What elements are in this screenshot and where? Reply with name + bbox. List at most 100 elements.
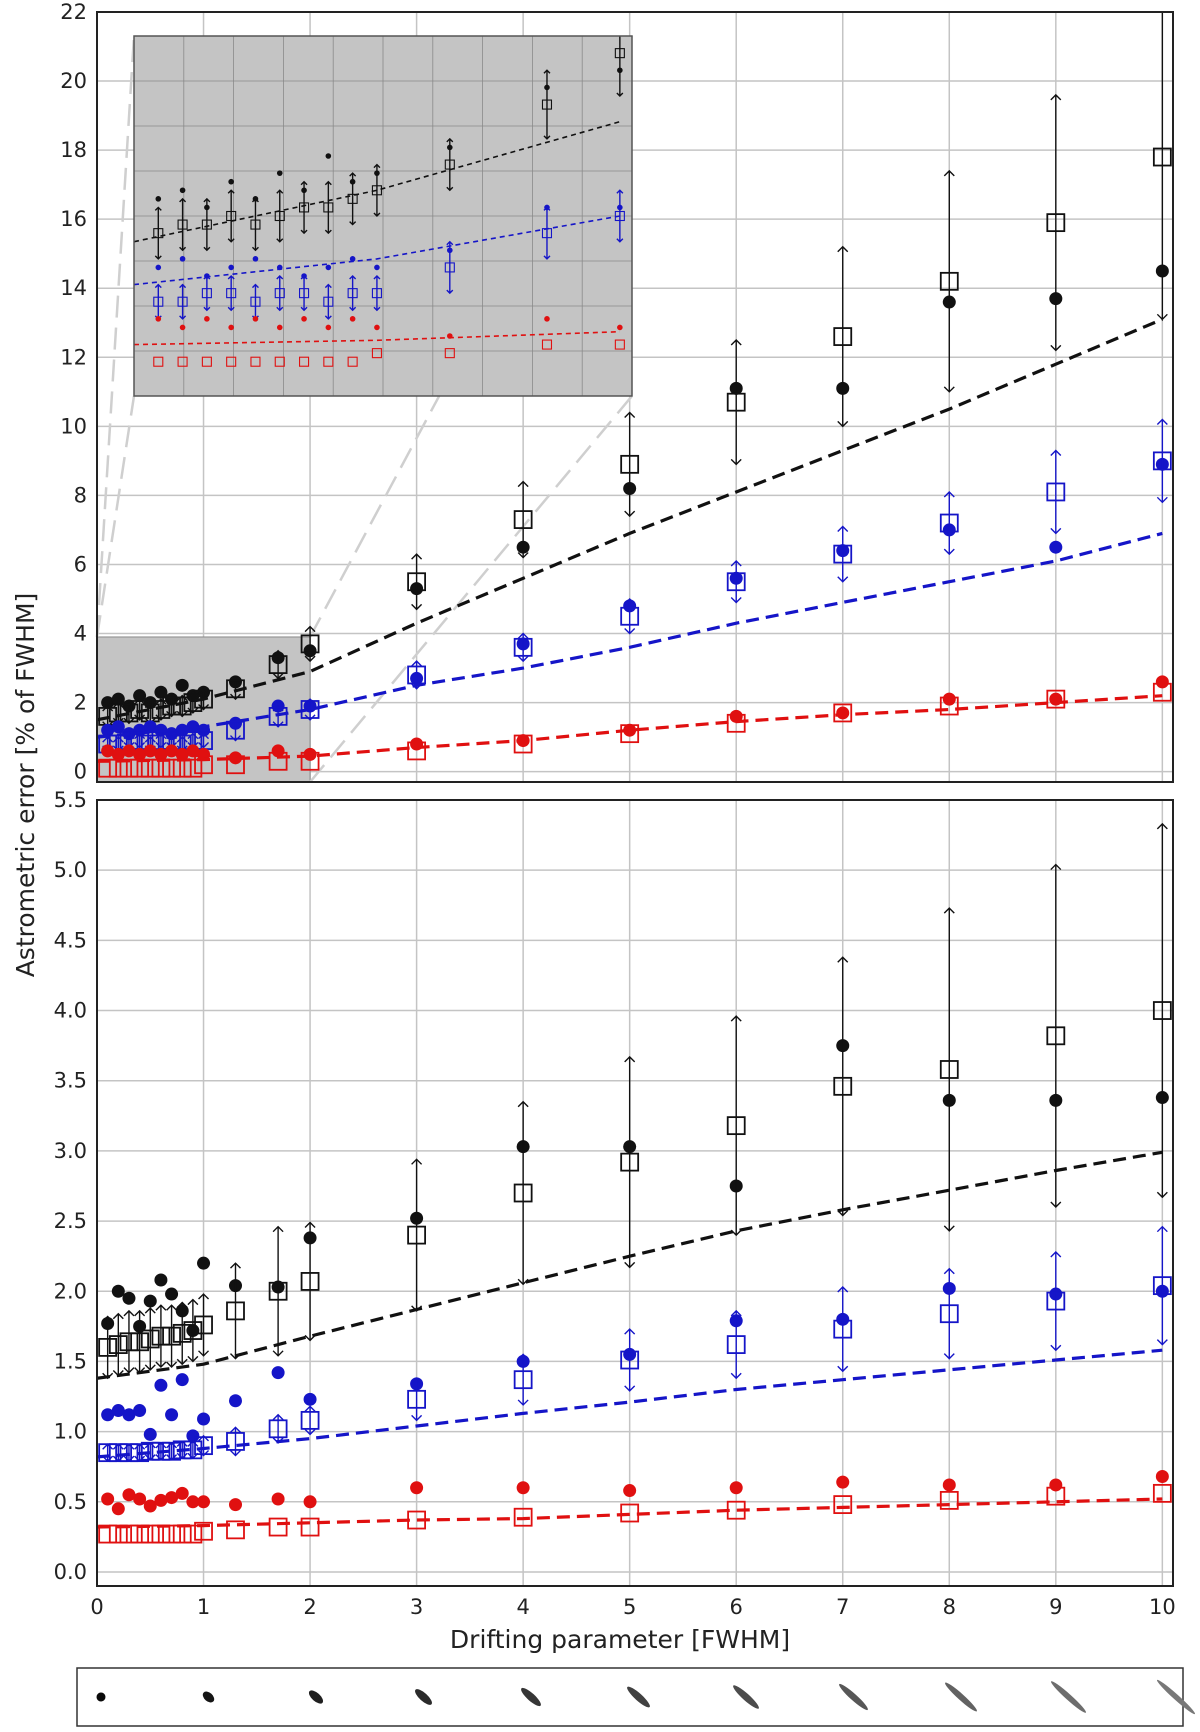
black-error-arrow-up xyxy=(198,1293,210,1300)
black-error-arrow-up xyxy=(446,137,454,143)
blue-error-arrow-up xyxy=(304,698,316,705)
red-filled-circle-point xyxy=(303,747,317,761)
black-error-arrow-down xyxy=(1050,1201,1062,1209)
red-open-square-point xyxy=(226,755,245,775)
blue-filled-circle-point xyxy=(101,1408,115,1422)
black-error-arrow-up xyxy=(154,206,162,211)
x-tick-label: 3 xyxy=(410,1595,423,1619)
black-error-arrow-up xyxy=(176,694,188,702)
blue-error-arrow-up xyxy=(730,1309,742,1317)
blue-filled-circle-point xyxy=(349,256,356,262)
red-filled-circle-point xyxy=(271,744,285,758)
red-open-square-point xyxy=(371,348,382,359)
blue-open-square-point xyxy=(172,1440,192,1460)
top-frame xyxy=(96,11,1174,783)
psf-elongation-icon xyxy=(839,1683,868,1711)
red-open-square-point xyxy=(1046,1486,1066,1506)
black-open-square-point xyxy=(620,1152,640,1172)
black-error-arrow-down xyxy=(203,246,211,252)
red-open-square-point xyxy=(298,356,310,367)
blue-filled-circle-point xyxy=(325,264,332,271)
red-filled-circle-point xyxy=(143,1499,157,1513)
blue-filled-circle-point xyxy=(228,264,234,271)
blue-filled-circle-point xyxy=(186,720,200,734)
blue-error-arrow-up xyxy=(304,1405,316,1412)
blue-open-square-point xyxy=(268,706,288,726)
blue-filled-circle-point xyxy=(133,1404,147,1418)
blue-error-arrow-down xyxy=(543,255,551,260)
x-tick-label: 8 xyxy=(943,1595,956,1619)
red-filled-circle-point xyxy=(175,747,189,761)
black-error-arrow-down xyxy=(187,1355,199,1363)
blue-error-arrow-down xyxy=(304,1428,316,1436)
blue-error-arrow-up xyxy=(176,736,188,743)
blue-error-arrow-up xyxy=(300,275,308,280)
blue-error-arrow-up xyxy=(112,736,124,743)
psf-shape-strip xyxy=(76,1667,1196,1727)
red-filled-circle-point xyxy=(623,1484,637,1498)
black-error-arrow-down xyxy=(373,212,381,217)
y-tick-label: 6 xyxy=(74,552,87,576)
blue-open-square-point xyxy=(1046,482,1066,502)
black-error-arrow-down xyxy=(730,1229,742,1237)
black-error-arrow-up xyxy=(324,180,332,186)
x-tick-label: 6 xyxy=(730,1595,743,1619)
black-error-arrow-up xyxy=(176,1301,188,1308)
red-open-square-point xyxy=(194,755,213,775)
black-error-arrow-up xyxy=(943,169,955,177)
blue-open-square-point xyxy=(153,296,164,307)
black-error-arrow-down xyxy=(187,707,199,714)
y-tick-label: 1.0 xyxy=(54,1420,87,1444)
blue-error-arrow-down xyxy=(446,289,454,295)
blue-filled-circle-point xyxy=(165,1408,179,1422)
blue-filled-circle-point xyxy=(154,1378,168,1392)
red-filled-circle-point xyxy=(252,316,259,322)
black-error-arrow-up xyxy=(123,1309,135,1317)
black-error-arrow-down xyxy=(1156,1191,1168,1199)
black-error-arrow-up xyxy=(134,1309,146,1317)
black-error-arrow-down xyxy=(179,246,187,252)
blue-error-arrow-up xyxy=(446,240,454,246)
y-tick-label: 2 xyxy=(74,691,87,715)
blue-error-arrow-up xyxy=(543,206,551,211)
black-error-arrow-up xyxy=(373,163,381,169)
blue-error-arrow-down xyxy=(300,306,308,312)
blue-error-arrow-up xyxy=(624,598,636,605)
blue-filled-circle-point xyxy=(228,1394,242,1408)
black-open-square-point xyxy=(939,1060,959,1079)
y-tick-label: 5.5 xyxy=(54,788,87,812)
blue-error-arrow-down xyxy=(198,741,210,749)
red-filled-circle-point xyxy=(516,1481,530,1495)
red-filled-circle-point xyxy=(942,1478,956,1492)
blue-error-arrow-up xyxy=(187,732,199,740)
blue-error-arrow-down xyxy=(230,1449,241,1457)
y-tick-label: 18 xyxy=(60,138,87,162)
blue-filled-circle-point xyxy=(155,264,162,271)
blue-open-square-point xyxy=(300,1410,320,1430)
black-open-square-point xyxy=(151,1326,171,1346)
black-error-arrow-down xyxy=(411,603,423,611)
red-filled-circle-point xyxy=(410,1481,424,1495)
red-filled-circle-point xyxy=(729,1481,743,1495)
black-error-arrow-down xyxy=(1050,344,1062,352)
black-error-arrow-up xyxy=(730,339,742,346)
y-tick-label: 1.5 xyxy=(54,1349,87,1373)
black-error-arrow-up xyxy=(166,1304,178,1311)
red-filled-circle-point xyxy=(1155,1470,1169,1484)
black-error-arrow-down xyxy=(837,420,849,428)
black-open-square-point xyxy=(98,1337,118,1357)
black-fit-line xyxy=(134,120,621,243)
y-tick-label: 16 xyxy=(60,207,87,231)
black-filled-circle-point xyxy=(101,696,115,710)
black-error-arrow-up xyxy=(1050,863,1062,871)
black-open-square-point xyxy=(119,1332,139,1352)
top-y-tick-labels: 0 2 4 6 8 10 12 14 16 18 20 22 xyxy=(60,0,87,784)
blue-fit-line xyxy=(134,215,621,286)
black-error-arrow-down xyxy=(176,1358,188,1366)
x-tick-label: 9 xyxy=(1049,1595,1062,1619)
black-error-arrow-down xyxy=(1156,313,1168,321)
black-open-square-point xyxy=(513,1183,533,1203)
red-open-square-point xyxy=(407,741,427,761)
black-filled-circle-point xyxy=(155,196,162,202)
red-open-square-point xyxy=(323,356,334,367)
